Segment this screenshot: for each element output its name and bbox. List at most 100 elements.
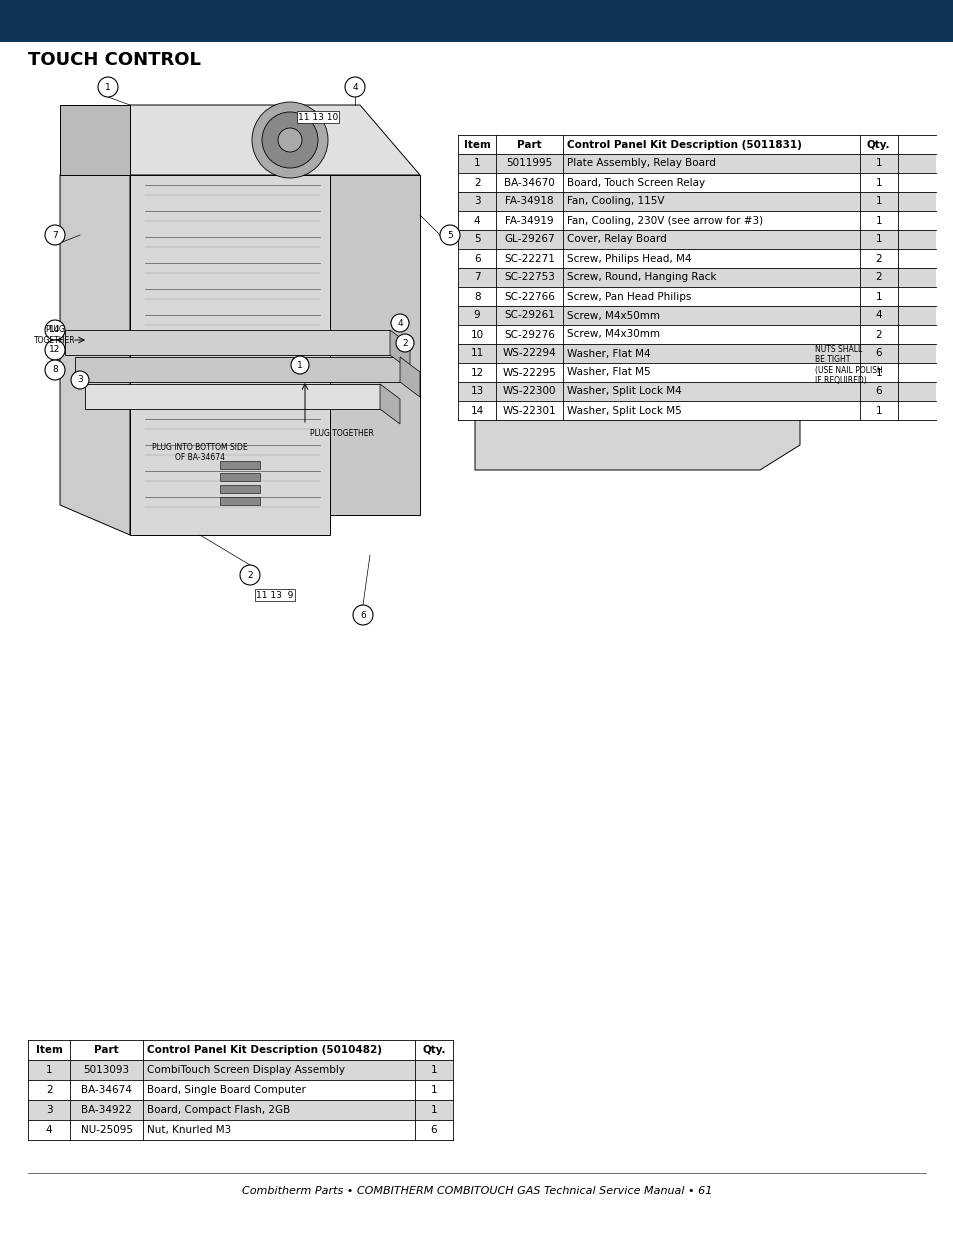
- Text: 6: 6: [430, 1125, 436, 1135]
- Text: SC-29276: SC-29276: [504, 330, 555, 340]
- Text: 11 13  9: 11 13 9: [256, 590, 294, 599]
- Text: 8: 8: [474, 291, 480, 301]
- Polygon shape: [475, 295, 800, 325]
- Circle shape: [291, 356, 309, 374]
- Text: WS-22301: WS-22301: [502, 405, 556, 415]
- Text: 9: 9: [474, 310, 480, 321]
- Bar: [457, 249, 935, 268]
- Text: 3: 3: [46, 1105, 52, 1115]
- Text: PARTS INFORMATION: PARTS INFORMATION: [552, 5, 939, 37]
- Bar: [457, 325, 935, 345]
- Circle shape: [98, 77, 118, 98]
- Polygon shape: [60, 105, 130, 175]
- Circle shape: [395, 333, 414, 352]
- Text: 1: 1: [430, 1065, 436, 1074]
- Text: 1: 1: [105, 83, 111, 91]
- Text: BA-34670: BA-34670: [504, 178, 555, 188]
- Text: 1: 1: [875, 405, 881, 415]
- Bar: [28, 1100, 453, 1120]
- Text: SC-29261: SC-29261: [504, 310, 555, 321]
- Polygon shape: [475, 325, 800, 471]
- Bar: [0, 0, 953, 42]
- Bar: [530, 335, 541, 354]
- Text: Part: Part: [94, 1045, 119, 1055]
- Circle shape: [262, 112, 317, 168]
- Text: 4: 4: [396, 319, 402, 327]
- Bar: [457, 345, 935, 363]
- Text: 4: 4: [875, 310, 881, 321]
- Bar: [457, 191, 935, 211]
- Bar: [220, 496, 260, 505]
- Text: PLUG
TOGETHER: PLUG TOGETHER: [34, 325, 75, 345]
- Text: 1: 1: [875, 178, 881, 188]
- Text: 1: 1: [875, 368, 881, 378]
- Polygon shape: [330, 175, 419, 515]
- Text: 4: 4: [46, 1125, 52, 1135]
- Text: SC-22271: SC-22271: [504, 253, 555, 263]
- Polygon shape: [760, 295, 800, 420]
- Polygon shape: [390, 330, 410, 370]
- Text: Qty.: Qty.: [866, 140, 889, 149]
- Text: Board, Touch Screen Relay: Board, Touch Screen Relay: [567, 178, 704, 188]
- Bar: [28, 1040, 453, 1060]
- Circle shape: [240, 564, 260, 585]
- Polygon shape: [379, 384, 399, 424]
- Circle shape: [439, 225, 459, 245]
- Bar: [457, 268, 935, 287]
- Text: 8: 8: [52, 366, 58, 374]
- Bar: [457, 363, 935, 382]
- Text: Cover, Relay Board: Cover, Relay Board: [567, 235, 666, 245]
- Bar: [28, 1120, 453, 1140]
- Polygon shape: [85, 384, 379, 409]
- Text: 2: 2: [247, 571, 253, 579]
- Text: 5: 5: [474, 235, 480, 245]
- Text: 4: 4: [352, 83, 357, 91]
- Text: GL-29267: GL-29267: [504, 235, 555, 245]
- Text: 1: 1: [430, 1105, 436, 1115]
- Text: 12: 12: [50, 346, 61, 354]
- Text: Screw, Round, Hanging Rack: Screw, Round, Hanging Rack: [567, 273, 716, 283]
- Text: Board, Compact Flash, 2GB: Board, Compact Flash, 2GB: [147, 1105, 290, 1115]
- Text: 11 13 10: 11 13 10: [297, 112, 337, 121]
- Polygon shape: [130, 105, 419, 175]
- Bar: [220, 473, 260, 480]
- Polygon shape: [75, 357, 399, 382]
- Text: PLUG INTO BOTTOM SIDE
OF BA-34674: PLUG INTO BOTTOM SIDE OF BA-34674: [152, 443, 248, 462]
- Text: PLUG TOGETHER: PLUG TOGETHER: [310, 429, 374, 437]
- Text: 13: 13: [470, 387, 483, 396]
- Text: 2: 2: [402, 338, 407, 347]
- Text: 2: 2: [46, 1086, 52, 1095]
- Text: Washer, Flat M4: Washer, Flat M4: [567, 348, 650, 358]
- Polygon shape: [65, 330, 390, 354]
- Text: 1: 1: [296, 361, 302, 369]
- Text: Nut, Knurled M3: Nut, Knurled M3: [147, 1125, 231, 1135]
- Bar: [457, 211, 935, 230]
- Text: 6: 6: [359, 610, 366, 620]
- Text: Plate Assembly, Relay Board: Plate Assembly, Relay Board: [567, 158, 716, 168]
- Text: 2: 2: [875, 330, 881, 340]
- Text: WS-22295: WS-22295: [502, 368, 556, 378]
- Text: 5011995: 5011995: [506, 158, 552, 168]
- Text: Qty.: Qty.: [421, 1045, 445, 1055]
- Text: 10: 10: [470, 330, 483, 340]
- Text: 1: 1: [46, 1065, 52, 1074]
- Text: Item: Item: [36, 1045, 63, 1055]
- Text: Screw, Philips Head, M4: Screw, Philips Head, M4: [567, 253, 691, 263]
- Circle shape: [345, 77, 365, 98]
- Text: 1: 1: [474, 158, 480, 168]
- Text: SC-22753: SC-22753: [504, 273, 555, 283]
- Text: 6: 6: [474, 253, 480, 263]
- Text: 5: 5: [447, 231, 453, 240]
- Text: BA-34922: BA-34922: [81, 1105, 132, 1115]
- Text: TOUCH CONTROL: TOUCH CONTROL: [28, 51, 201, 69]
- Text: Washer, Split Lock M4: Washer, Split Lock M4: [567, 387, 681, 396]
- Circle shape: [71, 370, 89, 389]
- Circle shape: [45, 340, 65, 359]
- Circle shape: [45, 359, 65, 380]
- Text: Screw, M4x50mm: Screw, M4x50mm: [567, 310, 659, 321]
- Circle shape: [45, 225, 65, 245]
- Text: Washer, Split Lock M5: Washer, Split Lock M5: [567, 405, 681, 415]
- Text: WS-22300: WS-22300: [502, 387, 556, 396]
- Text: SC-22766: SC-22766: [504, 291, 555, 301]
- Text: CombiTouch Screen Display Assembly: CombiTouch Screen Display Assembly: [147, 1065, 344, 1074]
